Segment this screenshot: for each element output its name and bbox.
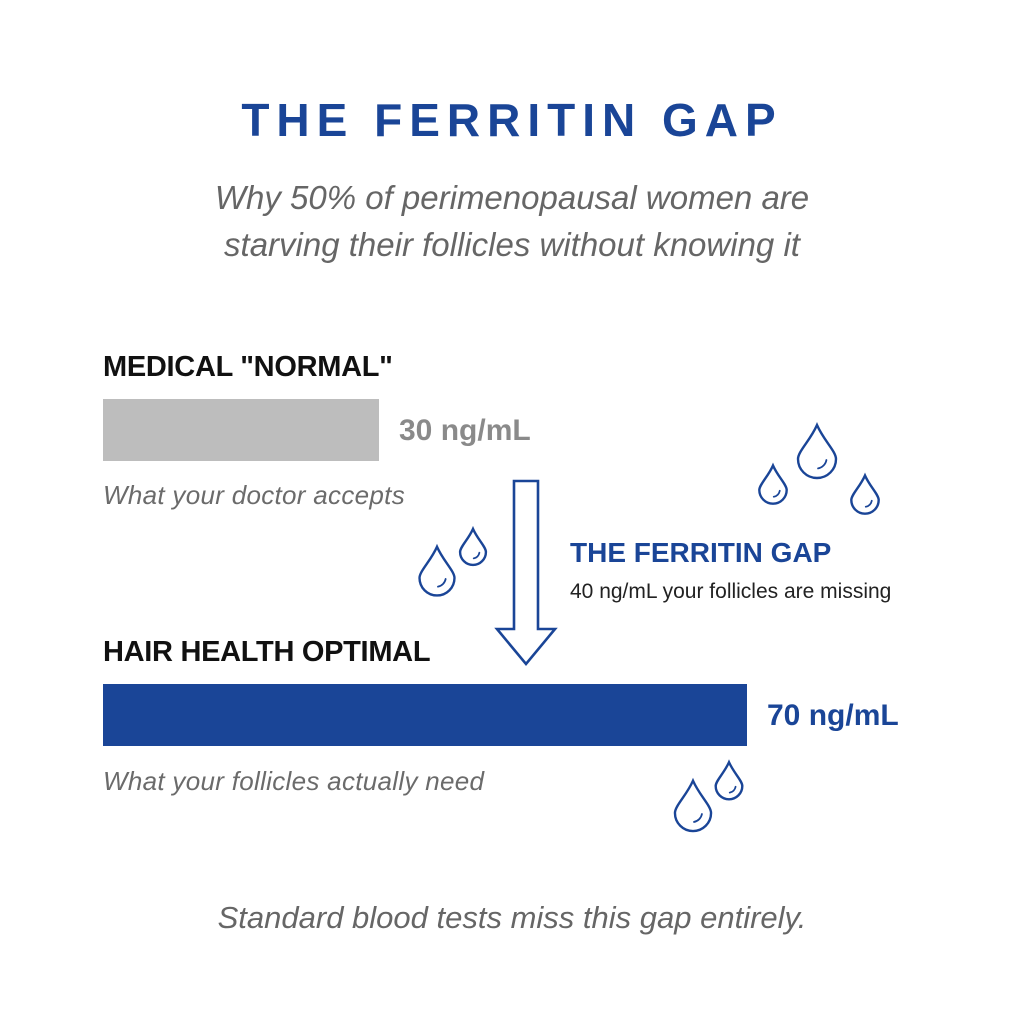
bar-label-medical-normal: MEDICAL "NORMAL" <box>103 351 393 383</box>
note-medical-normal: What your doctor accepts <box>103 480 405 510</box>
note-hair-health-optimal: What your follicles actually need <box>103 766 485 796</box>
page-subtitle: Why 50% of perimenopausal women are star… <box>0 174 1024 268</box>
footer-note: Standard blood tests miss this gap entir… <box>217 900 807 935</box>
value-label-medical-normal: 30 ng/mL <box>399 414 531 447</box>
value-label-hair-health-optimal: 70 ng/mL <box>767 699 899 732</box>
water-drop-highlight <box>728 785 737 794</box>
water-drop-icon <box>850 472 880 515</box>
water-drop-icon <box>418 543 456 597</box>
subtitle-line: Why 50% of perimenopausal women are <box>214 179 810 216</box>
water-drop-icon <box>796 421 838 480</box>
water-drop-highlight <box>772 489 781 498</box>
gap-annotation-title: THE FERRITIN GAP <box>570 537 832 568</box>
bar-hair-health-optimal <box>103 684 747 746</box>
water-drop-icon <box>758 462 788 505</box>
water-drop-highlight <box>472 551 481 560</box>
arrow-down-icon <box>494 479 558 667</box>
water-drop-highlight <box>693 813 703 823</box>
water-drop-highlight <box>817 459 828 470</box>
bar-label-hair-health-optimal: HAIR HEALTH OPTIMAL <box>103 636 431 668</box>
water-drop-icon <box>714 759 744 801</box>
water-drop-highlight <box>437 578 447 588</box>
water-drop-highlight <box>864 499 873 508</box>
water-drop-icon <box>673 777 713 833</box>
water-drop-icon <box>458 525 488 567</box>
bar-medical-normal <box>103 399 379 461</box>
page-title: THE FERRITIN GAP <box>241 94 783 146</box>
subtitle-line: starving their follicles without knowing… <box>224 226 800 263</box>
gap-annotation-text: 40 ng/mL your follicles are missing <box>570 580 892 603</box>
